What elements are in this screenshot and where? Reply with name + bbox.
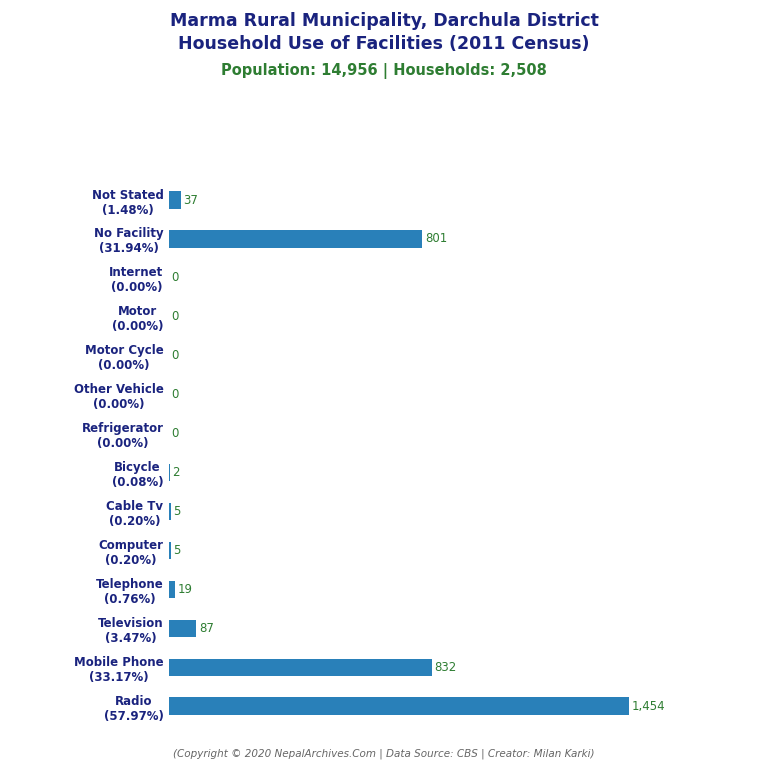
Text: 1,454: 1,454 xyxy=(631,700,665,713)
Text: Household Use of Facilities (2011 Census): Household Use of Facilities (2011 Census… xyxy=(178,35,590,52)
Text: Marma Rural Municipality, Darchula District: Marma Rural Municipality, Darchula Distr… xyxy=(170,12,598,29)
Text: 0: 0 xyxy=(171,310,179,323)
Bar xyxy=(169,697,629,715)
Text: 801: 801 xyxy=(425,233,447,246)
Text: 87: 87 xyxy=(199,622,214,635)
Bar xyxy=(169,620,197,637)
Text: 2: 2 xyxy=(172,466,180,479)
Bar xyxy=(169,191,180,209)
Text: Population: 14,956 | Households: 2,508: Population: 14,956 | Households: 2,508 xyxy=(221,63,547,79)
Bar xyxy=(169,230,422,248)
Text: 19: 19 xyxy=(177,583,193,596)
Text: 5: 5 xyxy=(173,544,180,557)
Text: 0: 0 xyxy=(171,271,179,284)
Text: 37: 37 xyxy=(184,194,198,207)
Text: 0: 0 xyxy=(171,427,179,440)
Bar xyxy=(169,541,170,559)
Text: (Copyright © 2020 NepalArchives.Com | Data Source: CBS | Creator: Milan Karki): (Copyright © 2020 NepalArchives.Com | Da… xyxy=(174,748,594,759)
Bar xyxy=(169,581,175,598)
Text: 0: 0 xyxy=(171,349,179,362)
Bar xyxy=(169,503,170,520)
Text: 0: 0 xyxy=(171,388,179,401)
Text: 832: 832 xyxy=(435,660,457,674)
Bar xyxy=(169,658,432,676)
Text: 5: 5 xyxy=(173,505,180,518)
